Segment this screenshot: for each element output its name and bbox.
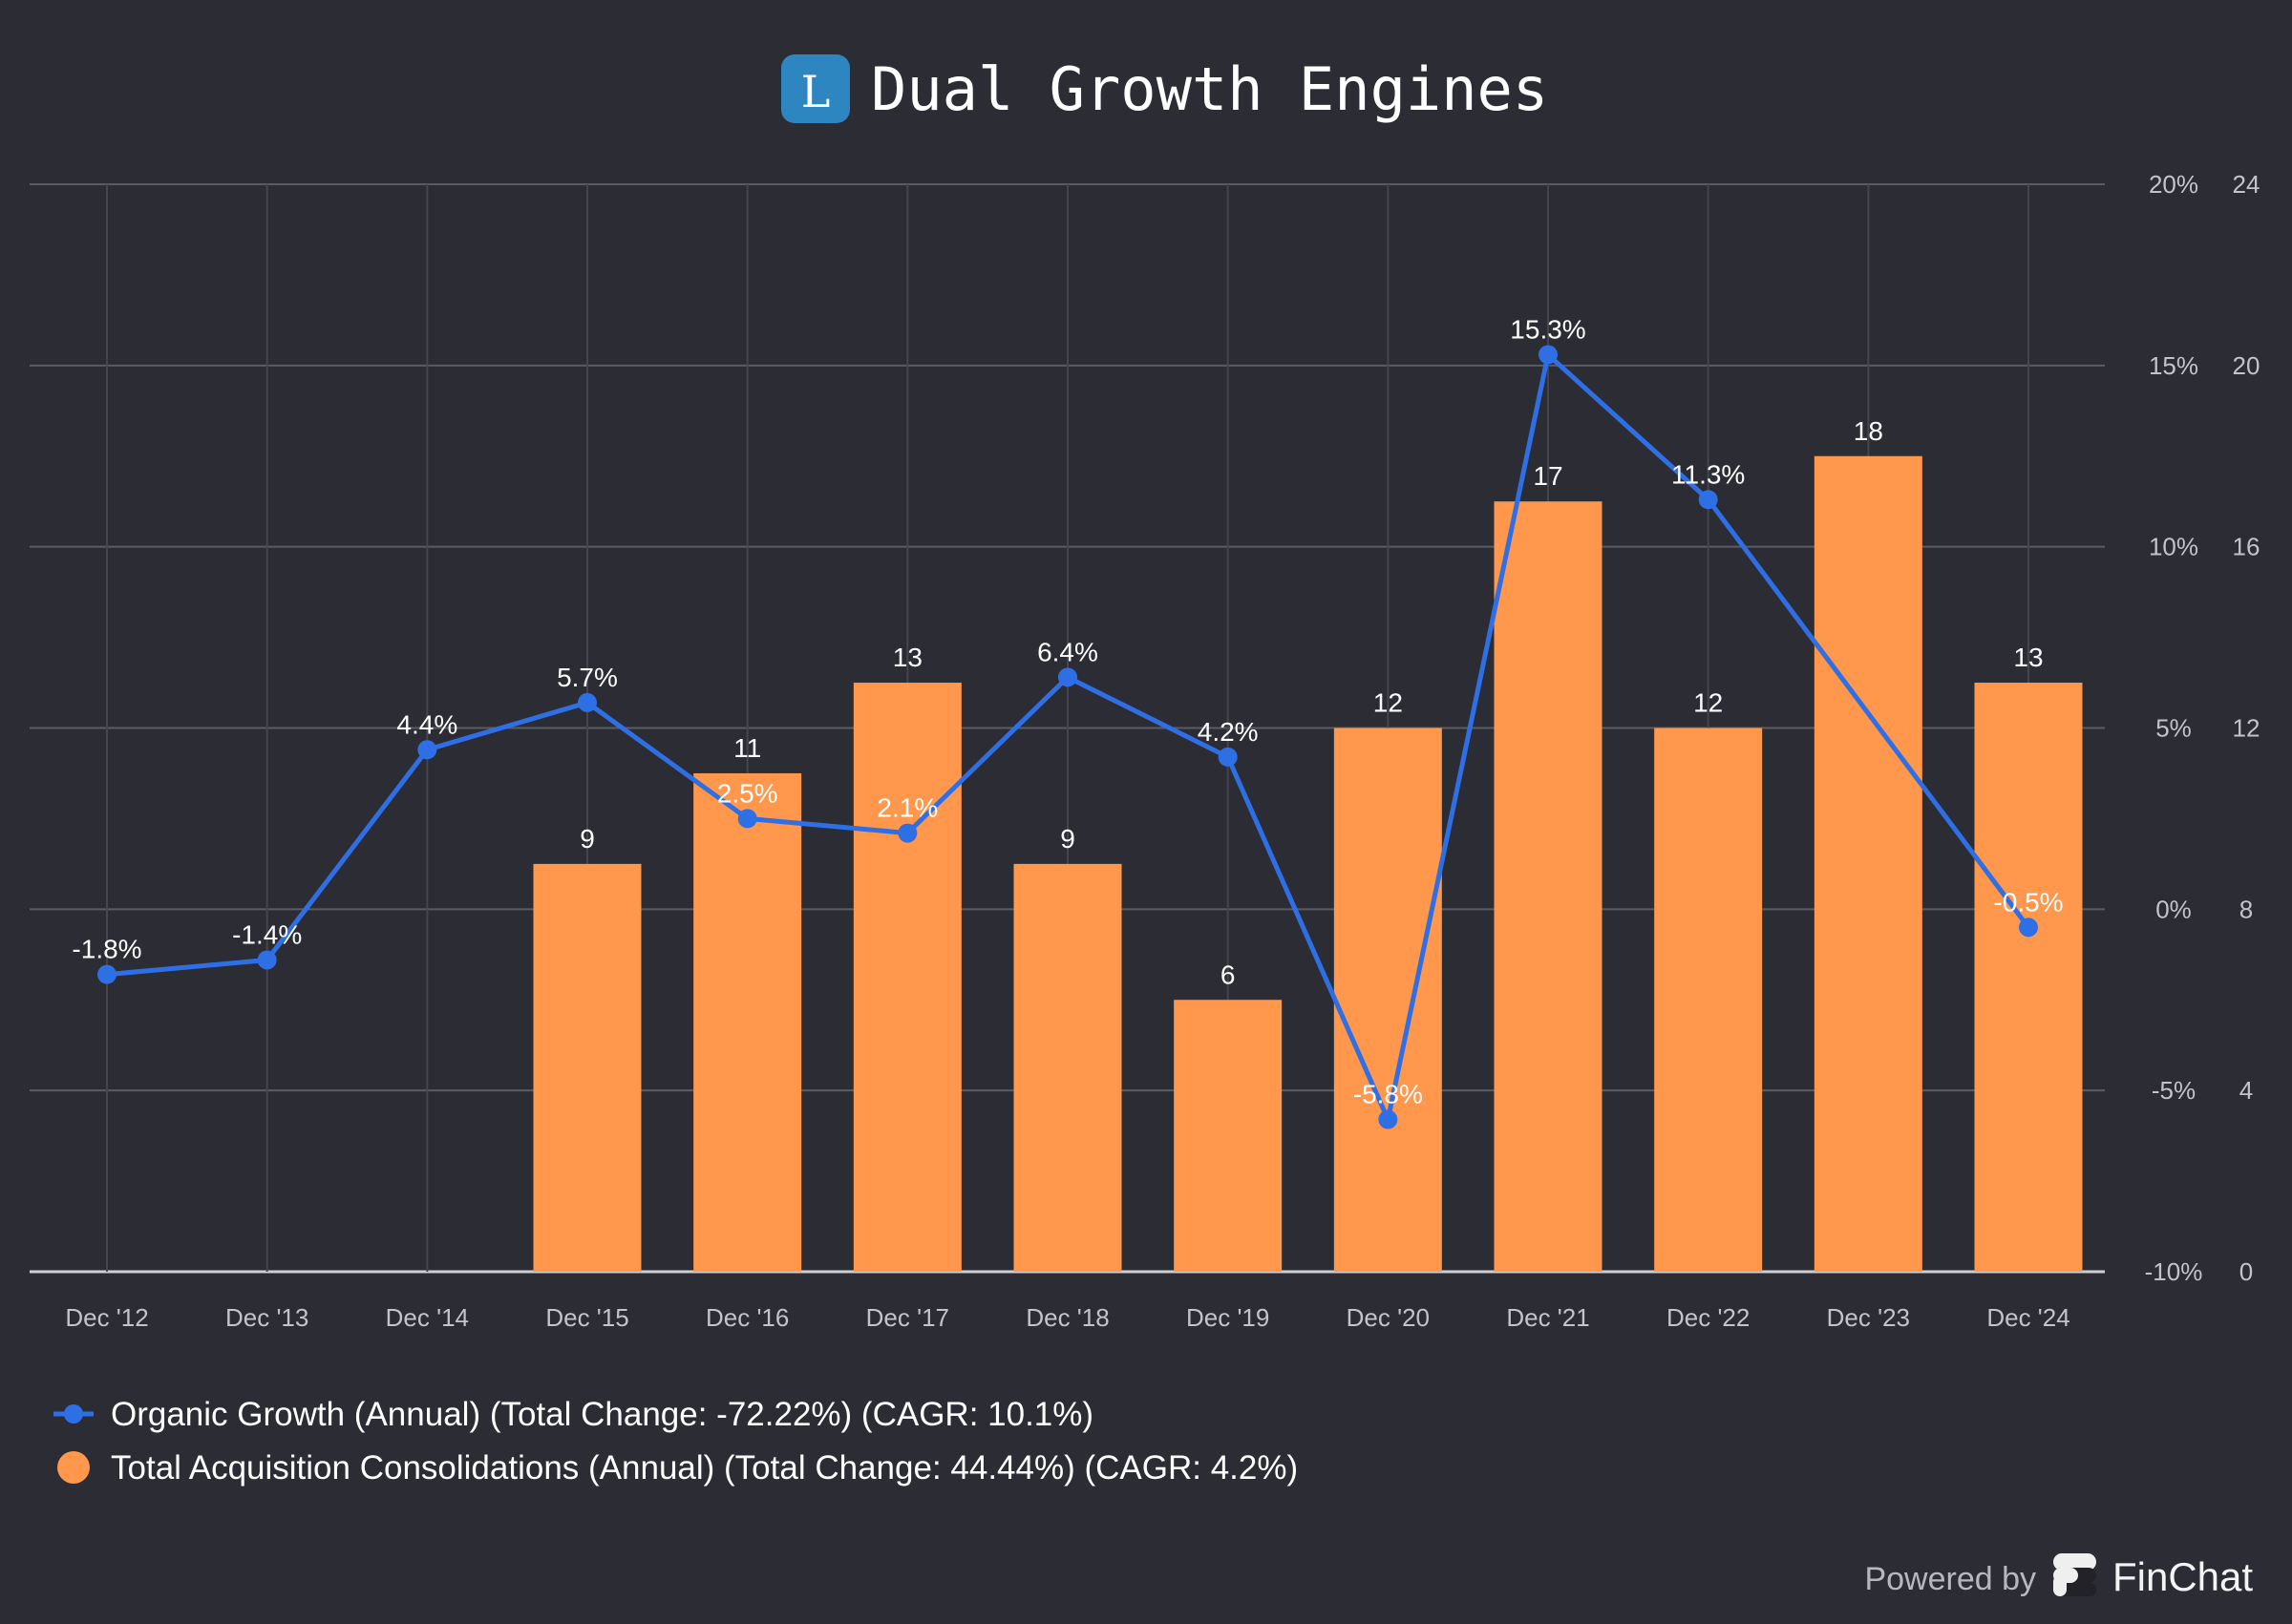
bar-label: 12 <box>1693 688 1723 718</box>
logo-icon <box>781 54 850 123</box>
line-label: -1.8% <box>72 935 141 964</box>
y-right-tick: 20 <box>2233 351 2260 380</box>
line-point <box>1378 1109 1398 1129</box>
organic-growth-line <box>106 351 2031 1123</box>
bar-label: 9 <box>1060 824 1075 854</box>
bar <box>1974 683 2083 1272</box>
bar <box>853 683 962 1272</box>
legend-item-organic[interactable]: Organic Growth (Annual) (Total Change: -… <box>53 1396 1093 1433</box>
line-label: 2.1% <box>877 793 938 823</box>
legend-dot-icon <box>57 1451 90 1484</box>
finchat-logo-icon <box>2053 1553 2096 1596</box>
bar-label: 13 <box>2013 643 2043 672</box>
line-point <box>737 809 757 829</box>
line-label: 5.7% <box>557 663 618 692</box>
y-left-tick: 10% <box>2149 533 2198 561</box>
line-point <box>417 740 437 760</box>
y-left-tick: -5% <box>2152 1076 2196 1105</box>
x-tick: Dec '21 <box>1506 1303 1589 1332</box>
bar <box>1814 455 1922 1272</box>
bar <box>1494 501 1602 1272</box>
bar-label: 17 <box>1533 461 1562 491</box>
line-label: -1.4% <box>232 919 302 949</box>
x-tick: Dec '22 <box>1666 1303 1750 1332</box>
bars <box>533 455 2083 1272</box>
y-left-tick: -10% <box>2145 1257 2203 1286</box>
footer: Powered by FinChat <box>1864 1553 2253 1599</box>
bar-label: 18 <box>1854 416 1883 446</box>
y-right-tick: 24 <box>2233 170 2260 199</box>
bar-label: 11 <box>733 733 761 763</box>
line-label: 6.4% <box>1037 637 1098 666</box>
x-tick: Dec '20 <box>1347 1303 1430 1332</box>
finchat-brand: FinChat <box>2112 1554 2253 1599</box>
bar <box>1013 863 1122 1272</box>
line-point <box>1058 667 1077 687</box>
bar-label: 13 <box>893 643 923 672</box>
line-label: 4.2% <box>1198 717 1259 747</box>
line-label: 11.3% <box>1671 459 1745 489</box>
line-point <box>898 823 918 843</box>
line-label: 15.3% <box>1510 314 1585 344</box>
logo-letter: L <box>801 66 831 117</box>
line-series <box>97 345 2038 1129</box>
line-label: 4.4% <box>396 709 457 739</box>
powered-by-text: Powered by <box>1864 1561 2036 1597</box>
x-tick: Dec '24 <box>1986 1303 2069 1332</box>
y-right-tick: 12 <box>2233 714 2260 743</box>
x-tick: Dec '16 <box>706 1303 789 1332</box>
x-tick: Dec '19 <box>1186 1303 1269 1332</box>
y-left-tick: 15% <box>2149 351 2198 380</box>
bar <box>1333 728 1442 1272</box>
x-tick: Dec '17 <box>866 1303 949 1332</box>
x-tick: Dec '13 <box>225 1303 308 1332</box>
line-point <box>257 950 277 970</box>
line-point <box>1698 490 1718 510</box>
bar-label: 9 <box>580 824 595 854</box>
y-left-tick: 5% <box>2155 714 2192 743</box>
line-point <box>2019 917 2038 938</box>
legend-label-acquisitions: Total Acquisition Consolidations (Annual… <box>111 1449 1298 1487</box>
bar-label: 6 <box>1220 960 1236 989</box>
line-label: -0.5% <box>1993 887 2063 917</box>
y-left-tick: 0% <box>2155 895 2192 923</box>
line-point <box>578 692 597 712</box>
x-tick: Dec '18 <box>1026 1303 1109 1332</box>
bar-label: 12 <box>1373 688 1403 718</box>
y-right-tick: 8 <box>2239 895 2253 923</box>
y-right-tick: 16 <box>2233 533 2260 561</box>
legend-line-marker-icon <box>64 1404 83 1424</box>
line-point <box>1539 345 1558 365</box>
legend-label-organic: Organic Growth (Annual) (Total Change: -… <box>111 1396 1093 1433</box>
x-tick: Dec '14 <box>386 1303 469 1332</box>
legend-item-acquisitions[interactable]: Total Acquisition Consolidations (Annual… <box>57 1449 1298 1487</box>
x-tick: Dec '15 <box>545 1303 628 1332</box>
line-point <box>97 964 117 984</box>
chart-title: Dual Growth Engines <box>871 54 1548 124</box>
axes: 20% 15% 10% 5% 0% -5% -10% 24 20 16 12 8 4 0 Dec '12 De… <box>65 170 2260 1332</box>
line-label: -5.8% <box>1353 1080 1423 1109</box>
bar <box>533 863 642 1272</box>
bar <box>693 772 802 1272</box>
bar <box>1654 728 1763 1272</box>
y-right-tick: 4 <box>2239 1076 2253 1105</box>
legend: Organic Growth (Annual) (Total Change: -… <box>53 1396 1298 1487</box>
y-right-tick: 0 <box>2239 1257 2253 1286</box>
x-tick: Dec '12 <box>65 1303 148 1332</box>
data-labels: 9 11 13 9 6 12 17 12 18 13 -1.8% -1.4% 4.4% 5.7% 2.5% 2… <box>72 314 2063 1108</box>
x-tick: Dec '23 <box>1827 1303 1910 1332</box>
line-point <box>1218 747 1238 767</box>
line-label: 2.5% <box>717 778 778 808</box>
title-group: L Dual Growth Engines <box>781 54 1548 124</box>
bar <box>1174 1000 1283 1272</box>
y-left-tick: 20% <box>2149 170 2198 199</box>
